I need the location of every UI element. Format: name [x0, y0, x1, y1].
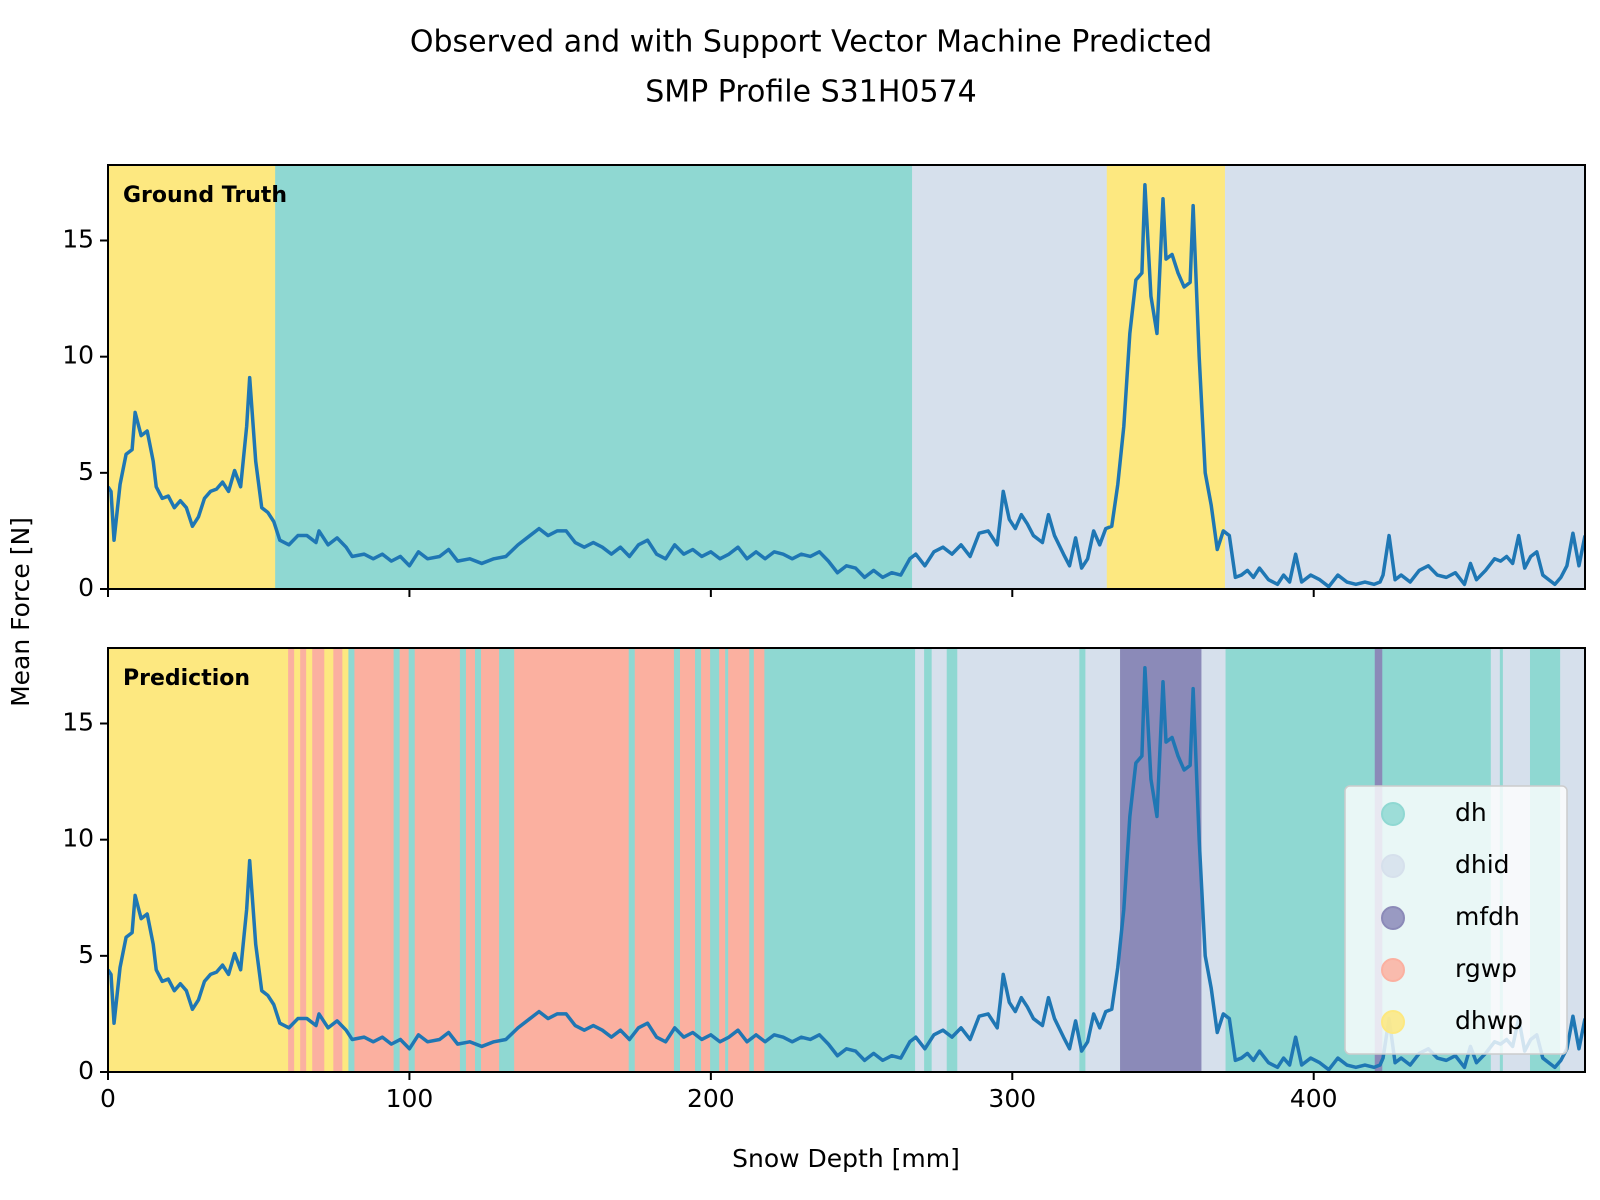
axes-frame	[107, 164, 1586, 590]
class-band	[946, 648, 959, 1072]
class-band	[679, 648, 697, 1072]
y-tick-label: 5	[78, 457, 94, 486]
class-band	[312, 648, 326, 1072]
title-line: SMP Profile S31H0574	[645, 75, 977, 110]
legend-label: dh	[1455, 798, 1487, 827]
subplot-label: Prediction	[123, 666, 250, 691]
y-tick-label: 15	[62, 225, 94, 254]
legend-box	[1344, 785, 1568, 1055]
class-band	[275, 165, 914, 589]
x-tick-label: 200	[687, 1084, 735, 1113]
axes-frame	[107, 647, 1586, 1073]
class-band	[499, 648, 516, 1072]
title-line: Observed and with Support Vector Machine…	[410, 25, 1212, 60]
class-band	[1224, 165, 1585, 589]
class-band	[701, 648, 712, 1072]
class-band	[673, 648, 682, 1072]
class-band	[957, 648, 1081, 1072]
legend-label: mfdh	[1455, 902, 1520, 931]
force-line	[108, 666, 1585, 1072]
x-tick-label: 400	[1290, 1084, 1338, 1113]
x-tick-label: 0	[100, 1084, 116, 1113]
class-band	[634, 648, 676, 1072]
y-tick-label: 5	[78, 940, 94, 969]
x-axis-label: Snow Depth [mm]	[732, 1144, 960, 1173]
class-band	[288, 648, 296, 1072]
class-band	[354, 648, 396, 1072]
class-band	[294, 648, 302, 1072]
legend-marker	[1381, 802, 1405, 826]
class-band	[474, 648, 483, 1072]
class-band	[324, 648, 335, 1072]
class-band	[393, 648, 402, 1072]
class-band	[1079, 648, 1087, 1072]
legend-label: rgwp	[1455, 954, 1517, 983]
class-band	[342, 648, 350, 1072]
class-band	[912, 165, 1109, 589]
class-band	[931, 648, 949, 1072]
class-band	[728, 648, 751, 1072]
x-tick-label: 100	[386, 1084, 434, 1113]
legend-marker	[1381, 958, 1405, 982]
class-band	[719, 648, 727, 1072]
force-line	[108, 183, 1585, 589]
y-tick-label: 0	[78, 573, 94, 602]
class-band	[695, 648, 703, 1072]
y-tick-label: 0	[78, 1056, 94, 1085]
x-tick-label: 300	[988, 1084, 1036, 1113]
legend-label: dhwp	[1455, 1006, 1523, 1035]
class-band	[924, 648, 934, 1072]
class-band	[300, 648, 308, 1072]
y-axis-label: Mean Force [N]	[6, 517, 35, 707]
class-band	[1085, 648, 1122, 1072]
class-band	[764, 648, 917, 1072]
subplot-label: Ground Truth	[123, 183, 287, 208]
plot-area	[108, 165, 1585, 589]
class-band	[408, 648, 417, 1072]
class-band	[333, 648, 344, 1072]
y-tick-label: 15	[62, 708, 94, 737]
class-band	[348, 648, 356, 1072]
class-band	[481, 648, 501, 1072]
class-band	[514, 648, 631, 1072]
class-band	[414, 648, 462, 1072]
class-band	[915, 648, 926, 1072]
y-tick-label: 10	[62, 341, 94, 370]
legend-marker	[1381, 906, 1405, 930]
class-band	[306, 648, 314, 1072]
legend-marker	[1381, 854, 1405, 878]
class-band	[628, 648, 637, 1072]
legend-label: dhid	[1455, 850, 1510, 879]
class-band	[108, 648, 290, 1072]
legend-marker	[1381, 1010, 1405, 1034]
class-band	[753, 648, 766, 1072]
class-band	[459, 648, 468, 1072]
class-band	[465, 648, 477, 1072]
class-band	[710, 648, 721, 1072]
y-tick-label: 10	[62, 824, 94, 853]
class-band	[399, 648, 411, 1072]
